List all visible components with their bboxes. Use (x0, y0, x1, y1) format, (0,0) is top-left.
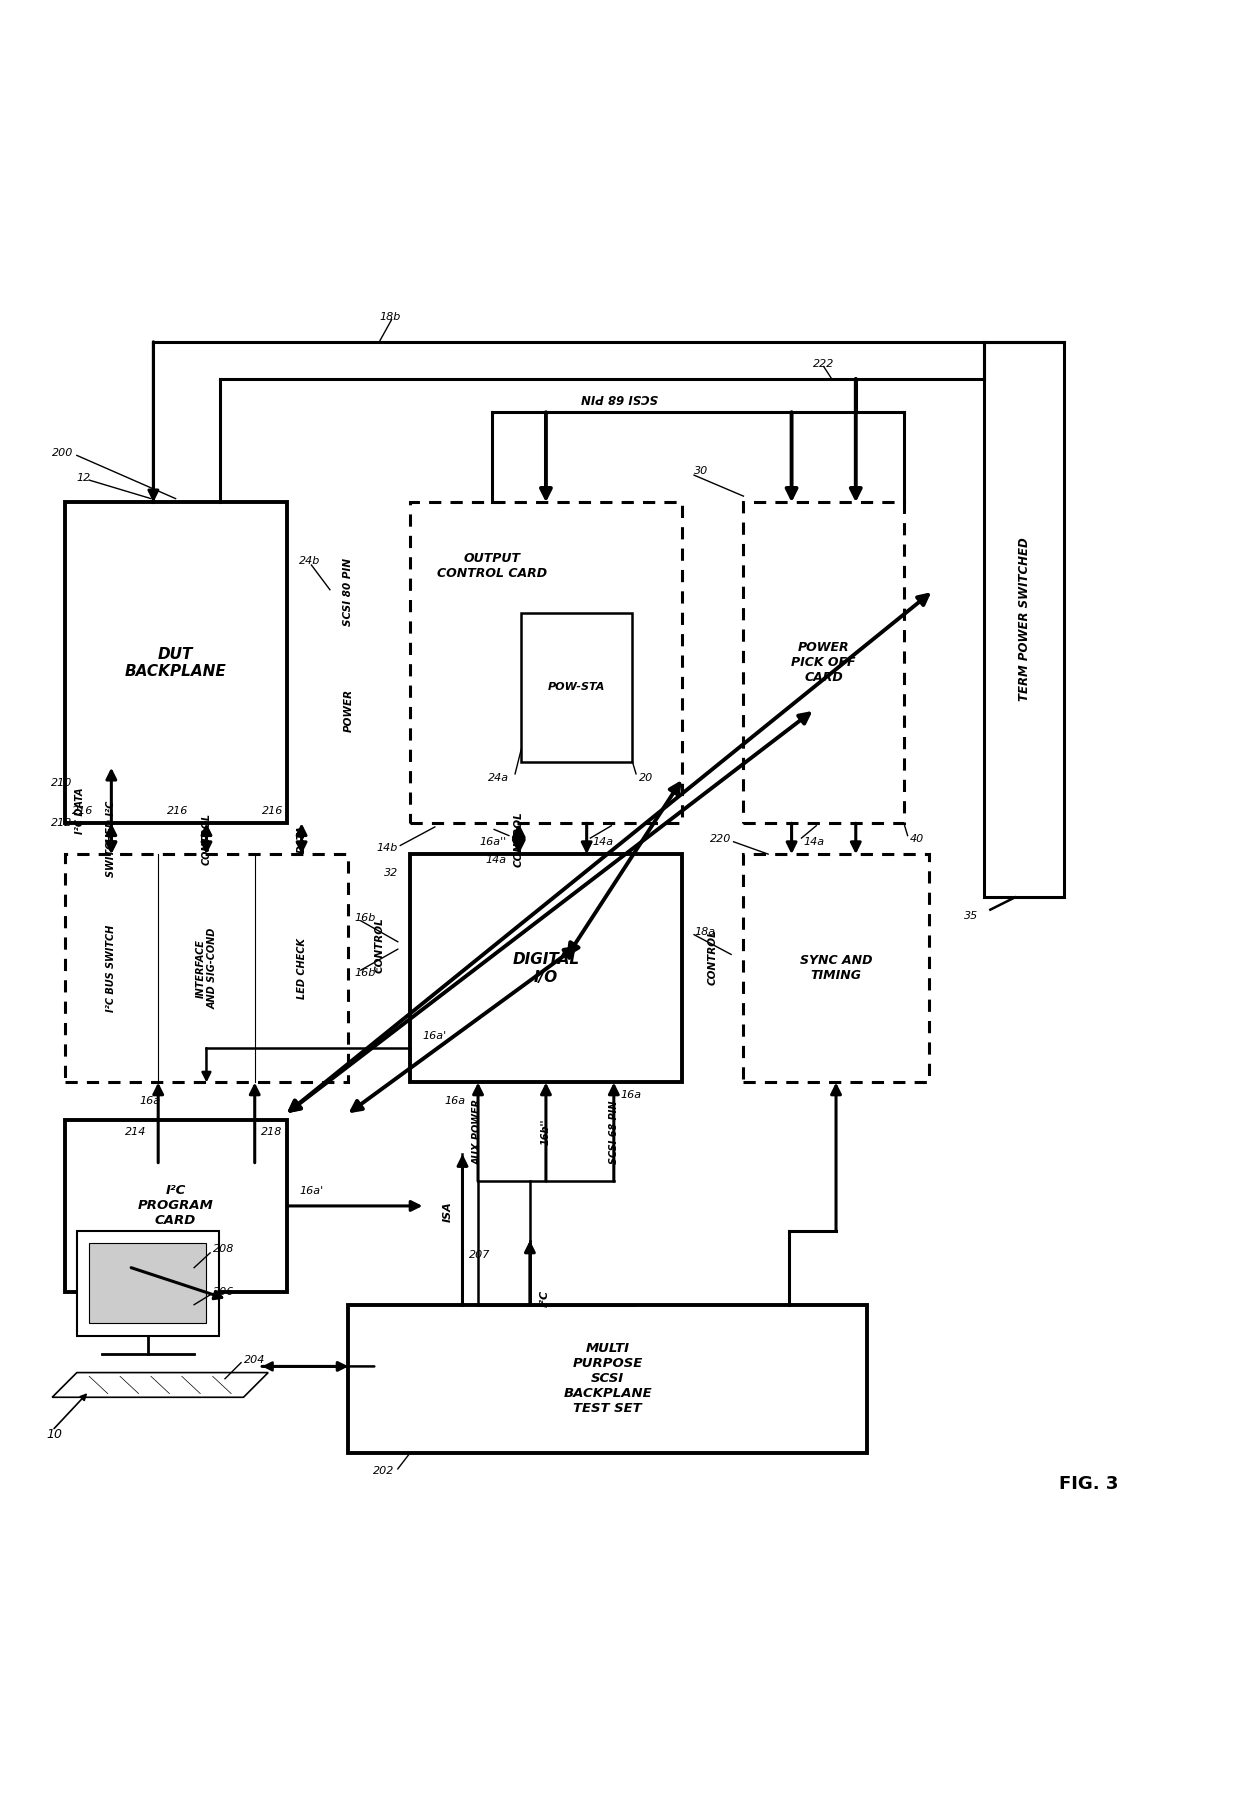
Text: 14a: 14a (485, 855, 506, 866)
Text: 220: 220 (709, 835, 732, 844)
Bar (410, 502, 682, 824)
Bar (985, 342, 1064, 898)
Text: POWER
PICK OFF
CARD: POWER PICK OFF CARD (791, 641, 856, 685)
Text: SCSI 68 PIN: SCSI 68 PIN (609, 1100, 619, 1164)
Text: 16b': 16b' (355, 967, 379, 978)
Bar (348, 1305, 867, 1453)
Text: OUTPUT
CONTROL CARD: OUTPUT CONTROL CARD (436, 553, 547, 580)
Bar (89, 1243, 207, 1323)
Text: CONTROL: CONTROL (708, 929, 718, 985)
Text: 208: 208 (212, 1245, 234, 1254)
Text: 206: 206 (212, 1287, 234, 1297)
Text: I²C DATA: I²C DATA (76, 788, 86, 835)
Bar (64, 855, 348, 1082)
Text: 14a: 14a (593, 837, 614, 847)
Text: LED CHECK: LED CHECK (296, 938, 306, 999)
Text: 16a: 16a (445, 1097, 466, 1106)
Text: 12: 12 (77, 473, 91, 482)
Bar (521, 613, 632, 761)
Text: 18a: 18a (694, 927, 715, 938)
Text: DATA: DATA (296, 824, 306, 853)
Text: 216: 216 (72, 806, 93, 817)
Text: 30: 30 (694, 466, 708, 477)
Text: 212: 212 (51, 819, 73, 828)
Text: 14b: 14b (377, 842, 398, 853)
Text: 20: 20 (639, 773, 652, 782)
Text: 35: 35 (963, 911, 978, 922)
Text: 218: 218 (260, 1128, 283, 1137)
Text: 24a: 24a (487, 773, 508, 782)
Text: CONTROL: CONTROL (374, 918, 384, 974)
Text: 16b'': 16b'' (541, 1119, 551, 1146)
Text: 216: 216 (166, 806, 188, 817)
Text: 40: 40 (910, 835, 924, 844)
Text: 200: 200 (52, 448, 73, 457)
Bar (64, 1120, 286, 1292)
Text: 210: 210 (51, 777, 73, 788)
Text: 18b: 18b (379, 313, 401, 322)
Text: AUX POWER: AUX POWER (472, 1099, 484, 1166)
Text: FIG. 3: FIG. 3 (1059, 1475, 1118, 1493)
Text: CONTROL: CONTROL (201, 813, 212, 866)
Bar (744, 855, 929, 1082)
Text: 207: 207 (469, 1250, 490, 1259)
Polygon shape (52, 1373, 268, 1397)
Text: TERM POWER SWITCHED: TERM POWER SWITCHED (1018, 538, 1030, 701)
Text: 24b: 24b (299, 557, 320, 566)
Text: SYNC AND
TIMING: SYNC AND TIMING (800, 954, 872, 983)
Text: 216: 216 (262, 806, 283, 817)
Text: 214: 214 (124, 1128, 146, 1137)
Bar (744, 502, 904, 824)
Text: I²C: I²C (539, 1290, 549, 1306)
Text: 16a': 16a' (299, 1185, 324, 1196)
Text: 10: 10 (46, 1428, 62, 1440)
Text: ISA: ISA (443, 1202, 453, 1223)
Text: 16b: 16b (355, 913, 376, 923)
Text: SCSI 68 PIN: SCSI 68 PIN (582, 390, 658, 405)
Text: 16a: 16a (139, 1097, 160, 1106)
Bar (64, 502, 286, 824)
Text: SCSI 80 PIN: SCSI 80 PIN (343, 558, 353, 627)
Text: POW-STA: POW-STA (548, 683, 605, 692)
Bar (77, 1231, 218, 1335)
Text: 16a': 16a' (423, 1032, 446, 1041)
Text: I²C
PROGRAM
CARD: I²C PROGRAM CARD (138, 1184, 213, 1227)
Text: 222: 222 (813, 360, 835, 369)
Text: I²C BUS SWITCH: I²C BUS SWITCH (107, 925, 117, 1012)
Text: MULTI
PURPOSE
SCSI
BACKPLANE
TEST SET: MULTI PURPOSE SCSI BACKPLANE TEST SET (563, 1343, 652, 1415)
Text: SWITCHED I²C: SWITCHED I²C (107, 801, 117, 876)
Text: 14a: 14a (804, 837, 825, 847)
Text: 202: 202 (373, 1465, 394, 1476)
Text: 16a'': 16a'' (480, 837, 506, 847)
Bar (410, 855, 682, 1082)
Text: DIGITAL
I/O: DIGITAL I/O (512, 952, 579, 985)
Text: CONTROL: CONTROL (513, 811, 523, 867)
Text: 32: 32 (383, 867, 398, 878)
Text: POWER: POWER (343, 688, 353, 732)
Text: DUT
BACKPLANE: DUT BACKPLANE (125, 647, 227, 679)
Text: INTERFACE
AND SIG-COND: INTERFACE AND SIG-COND (196, 927, 217, 1008)
Text: 16a: 16a (620, 1090, 641, 1100)
Text: 204: 204 (243, 1355, 265, 1366)
